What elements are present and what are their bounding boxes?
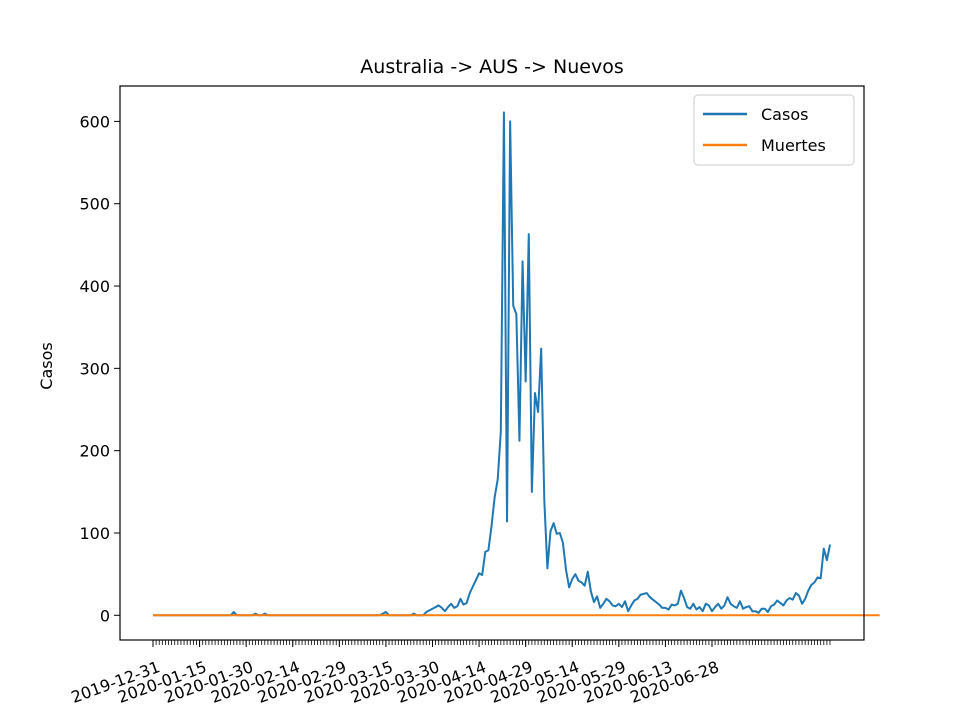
y-axis-label: Casos (37, 342, 56, 389)
series-line-casos (153, 111, 831, 617)
y-tick-label: 0 (100, 606, 110, 625)
legend-label-casos: Casos (761, 105, 808, 124)
y-tick-label: 600 (79, 112, 110, 131)
chart-title: Australia -> AUS -> Nuevos (360, 56, 623, 78)
y-tick-label: 200 (79, 442, 110, 461)
legend: Casos Muertes (693, 94, 855, 166)
y-tick-label: 100 (79, 524, 110, 543)
y-tick-label: 300 (79, 359, 110, 378)
y-tick-label: 400 (79, 277, 110, 296)
plot-frame (119, 85, 865, 641)
y-tick-label: 500 (79, 195, 110, 214)
legend-box (693, 94, 855, 166)
legend-label-muertes: Muertes (761, 136, 826, 155)
